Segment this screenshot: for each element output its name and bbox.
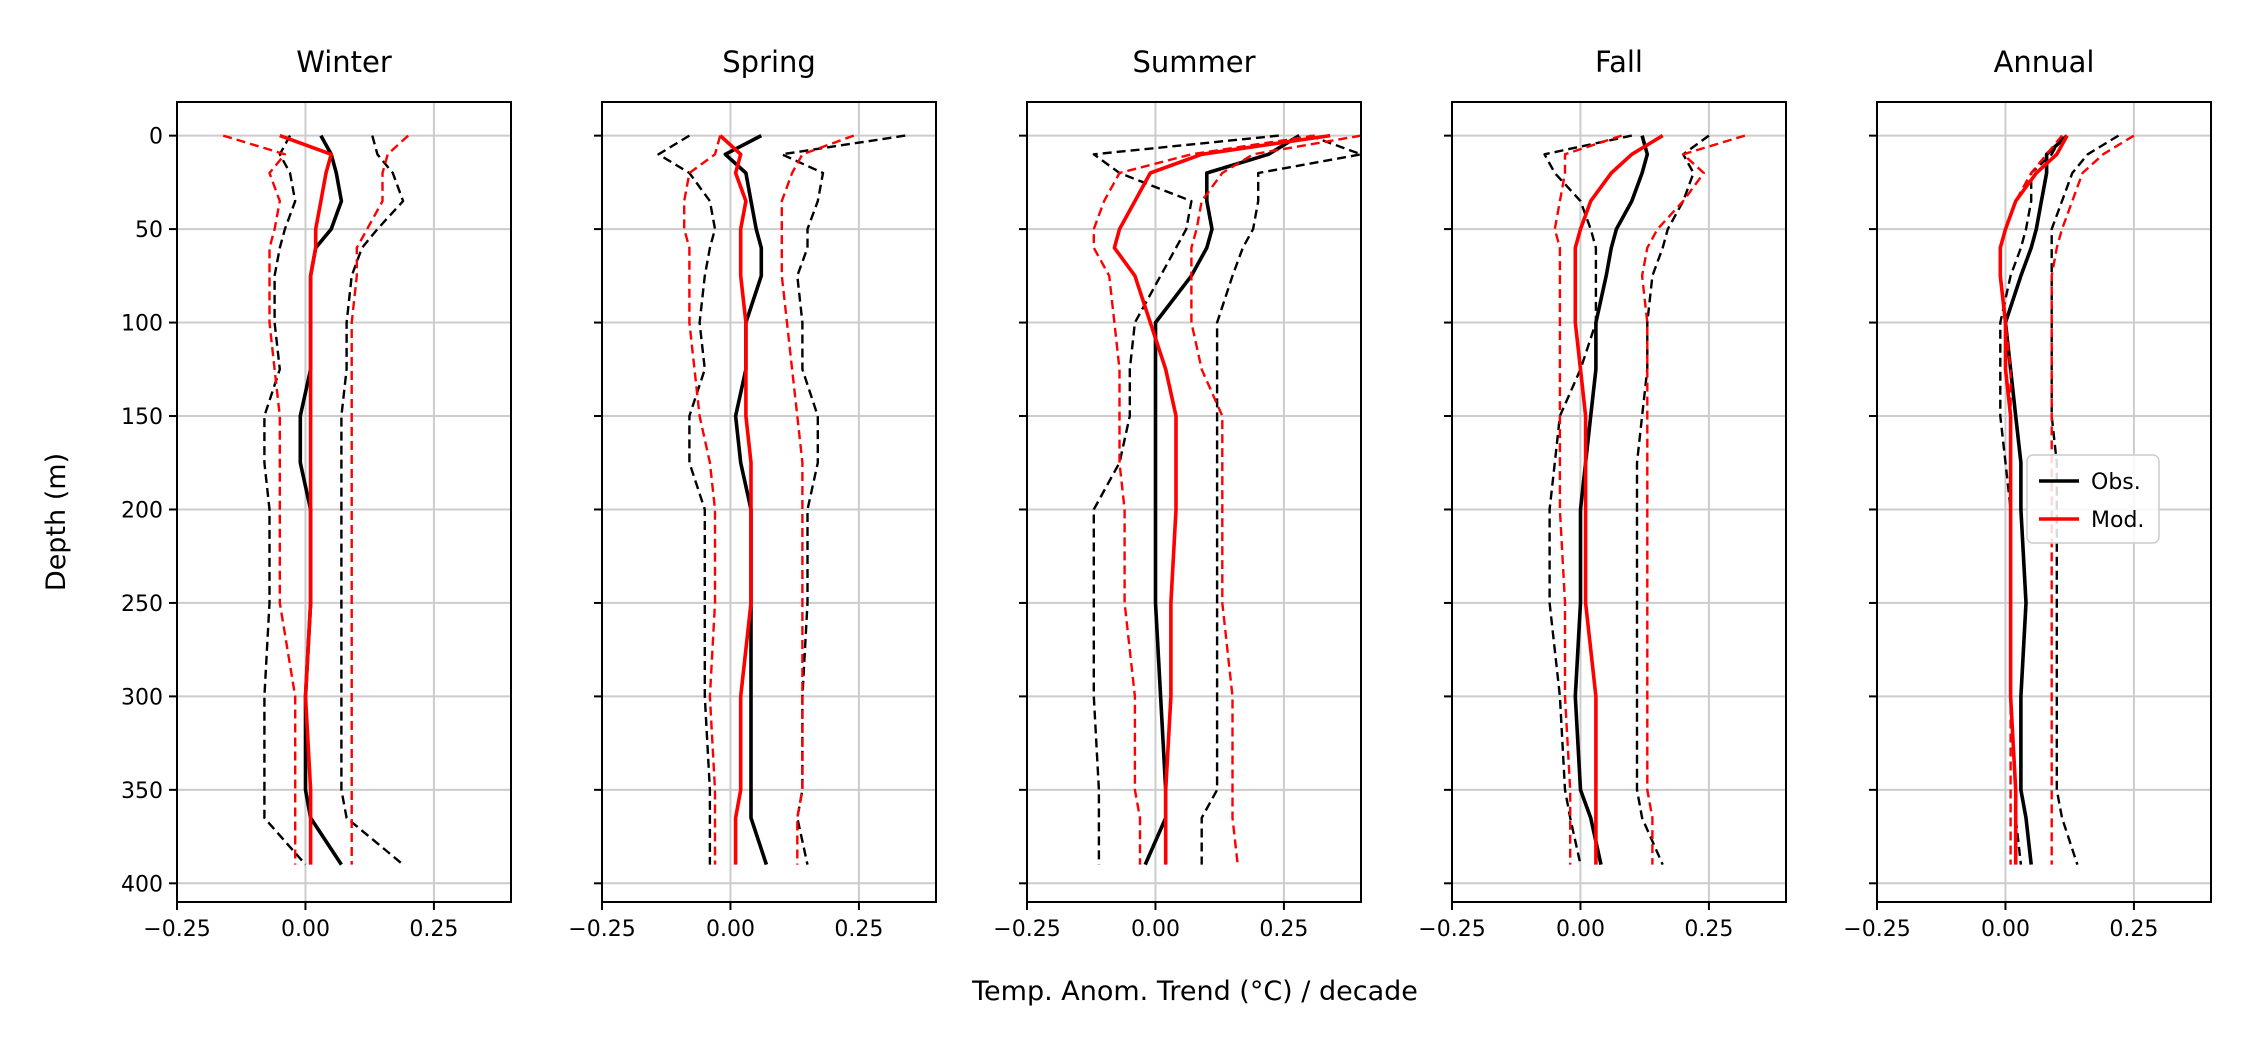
panel-title: Annual — [1994, 45, 2095, 79]
obs-line — [723, 134, 769, 866]
x-tick-label: 0.00 — [1556, 917, 1605, 942]
legend-box — [2026, 454, 2160, 544]
x-tick-label: 0.25 — [1259, 917, 1308, 942]
x-tick-label: 0.00 — [1131, 917, 1180, 942]
mod-line — [1998, 134, 2069, 865]
panel-title: Spring — [722, 45, 816, 79]
obs-line — [1573, 135, 1650, 865]
obs-bound-line — [780, 134, 906, 865]
x-tick-label: 0.25 — [2109, 917, 2158, 942]
legend: Obs. Mod. — [2026, 454, 2160, 544]
x-tick-label: 0.00 — [281, 917, 330, 942]
y-axis-label: Depth (m) — [41, 453, 72, 591]
obs-bound-line — [263, 135, 307, 866]
panel-title: Fall — [1595, 45, 1643, 79]
y-tick-label: 350 — [121, 779, 163, 804]
axes-frame — [176, 101, 512, 903]
mod-bound-line — [350, 134, 410, 865]
x-tick-label: −0.25 — [1843, 917, 1910, 942]
obs-bound-line — [340, 135, 405, 866]
x-tick-label: 0.25 — [1684, 917, 1733, 942]
mod-bound-line — [222, 134, 297, 865]
mod-bound-line — [1640, 134, 1746, 865]
axes-frame — [601, 101, 937, 903]
x-tick-label: −0.25 — [568, 917, 635, 942]
y-tick-label: 250 — [121, 592, 163, 617]
panel-spring: −0.25 0.00 0.25 Spring — [568, 45, 937, 942]
panel-winter: −0.25 0.00 0.25 0 50 100 150 200 250 300 350 400 Win… — [121, 45, 512, 942]
y-tick-label: 50 — [135, 218, 163, 243]
legend-label: Mod. — [2091, 508, 2144, 533]
x-tick-label: 0.25 — [409, 917, 458, 942]
legend-label: Obs. — [2091, 470, 2141, 495]
panel-fall: −0.25 0.00 0.25 Fall — [1418, 45, 1787, 942]
obs-line — [298, 134, 344, 866]
y-tick-label: 100 — [121, 312, 163, 337]
mod-bound-line — [2050, 134, 2135, 865]
obs-line — [1143, 134, 1301, 866]
mod-line — [718, 134, 753, 865]
y-tick-label: 300 — [121, 685, 163, 710]
obs-bound-line — [1200, 134, 1361, 865]
y-tick-label: 200 — [121, 498, 163, 523]
panel-title: Summer — [1132, 45, 1255, 79]
mod-line — [1112, 133, 1331, 865]
y-tick-label: 400 — [121, 872, 163, 897]
x-tick-label: 0.25 — [834, 917, 883, 942]
axes-frame — [1451, 101, 1787, 903]
x-tick-label: 0.00 — [1981, 917, 2030, 942]
panel-title: Winter — [296, 45, 392, 79]
mod-bound-line — [1999, 134, 2063, 865]
mod-bound-line — [1190, 134, 1361, 865]
mod-bound-line — [1092, 134, 1315, 865]
panel-annual: −0.25 0.00 0.25 Annual Obs. Mod. — [1843, 45, 2212, 942]
obs-bound-line — [657, 134, 717, 865]
x-axis-label: Temp. Anom. Trend (°C) / decade — [971, 976, 1418, 1007]
panel-summer: −0.25 0.00 0.25 Summer — [993, 45, 1362, 942]
mod-bound-line — [1553, 134, 1622, 865]
obs-bound-line — [1543, 134, 1633, 865]
mod-line — [1573, 134, 1664, 865]
x-tick-label: −0.25 — [993, 917, 1060, 942]
mod-bound-line — [780, 134, 855, 865]
x-tick-label: −0.25 — [143, 917, 210, 942]
obs-bound-line — [1092, 134, 1279, 865]
y-tick-label: 150 — [121, 405, 163, 430]
axes-frame — [1876, 101, 2212, 903]
mod-line — [279, 133, 334, 865]
x-tick-label: −0.25 — [1418, 917, 1485, 942]
obs-line — [2003, 134, 2069, 865]
x-tick-label: 0.00 — [706, 917, 755, 942]
y-tick-label: 0 — [149, 125, 163, 150]
obs-bound-line — [2050, 134, 2120, 865]
mod-bound-line — [683, 135, 722, 865]
axes-frame — [1026, 101, 1362, 903]
